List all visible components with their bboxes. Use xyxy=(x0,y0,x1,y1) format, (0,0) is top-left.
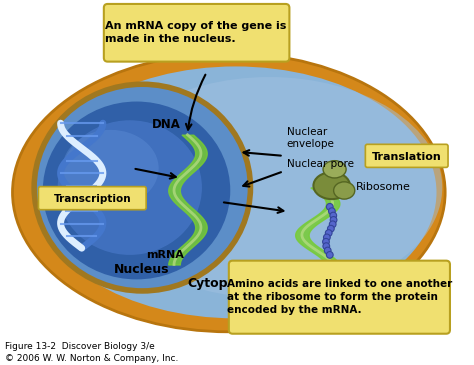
Text: Transcription: Transcription xyxy=(54,194,131,204)
Text: Nuclear pore: Nuclear pore xyxy=(286,160,354,169)
Text: An mRNA copy of the gene is
made in the nucleus.: An mRNA copy of the gene is made in the … xyxy=(105,21,287,45)
Ellipse shape xyxy=(327,203,333,210)
Ellipse shape xyxy=(323,238,329,245)
Text: Nucleus: Nucleus xyxy=(113,263,169,276)
Ellipse shape xyxy=(328,225,334,232)
Ellipse shape xyxy=(12,53,445,332)
Text: Figure 13-2  Discover Biology 3/e
© 2006 W. W. Norton & Company, Inc.: Figure 13-2 Discover Biology 3/e © 2006 … xyxy=(5,342,178,363)
Ellipse shape xyxy=(43,101,230,279)
Ellipse shape xyxy=(327,251,333,258)
Text: Ribosome: Ribosome xyxy=(356,182,410,192)
Ellipse shape xyxy=(96,77,442,298)
Ellipse shape xyxy=(34,84,250,291)
FancyBboxPatch shape xyxy=(38,187,146,210)
Text: Cytoplasm: Cytoplasm xyxy=(188,277,261,289)
Ellipse shape xyxy=(63,130,159,207)
Ellipse shape xyxy=(313,172,350,199)
Text: Amino acids are linked to one another
at the ribosome to form the protein
encode: Amino acids are linked to one another at… xyxy=(227,279,452,315)
Ellipse shape xyxy=(58,120,202,255)
Text: Nuclear
envelope: Nuclear envelope xyxy=(286,127,334,149)
Ellipse shape xyxy=(329,221,336,228)
Ellipse shape xyxy=(324,234,330,241)
Text: mRNA: mRNA xyxy=(146,250,184,260)
Ellipse shape xyxy=(324,247,331,254)
Text: DNA: DNA xyxy=(152,118,181,131)
Ellipse shape xyxy=(330,216,337,223)
Ellipse shape xyxy=(325,230,332,237)
Ellipse shape xyxy=(334,182,355,199)
FancyBboxPatch shape xyxy=(104,4,290,62)
Ellipse shape xyxy=(330,212,337,219)
FancyBboxPatch shape xyxy=(365,144,448,168)
Ellipse shape xyxy=(328,208,335,215)
Ellipse shape xyxy=(323,243,329,250)
FancyBboxPatch shape xyxy=(229,261,450,334)
Ellipse shape xyxy=(35,66,437,318)
Text: Translation: Translation xyxy=(372,152,442,162)
Ellipse shape xyxy=(323,161,346,178)
